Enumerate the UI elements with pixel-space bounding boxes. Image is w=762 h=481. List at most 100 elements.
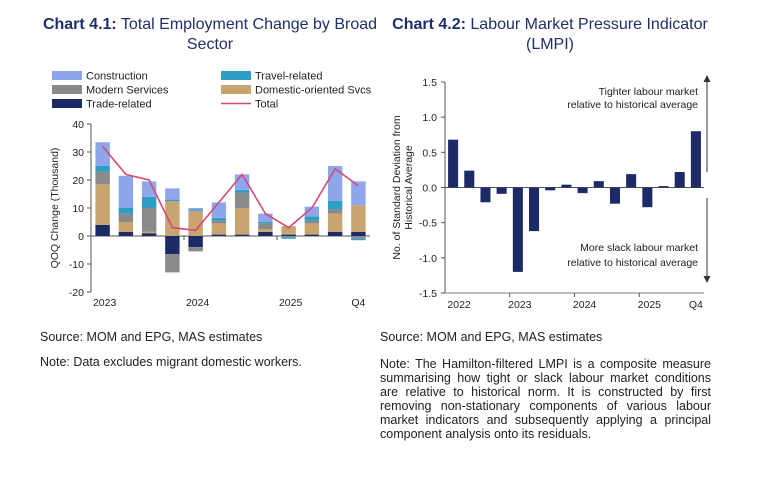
tighter-arrow-head [703, 75, 711, 82]
bar-segment-construction [304, 206, 320, 217]
bar-segment-travel [258, 222, 273, 224]
y-tick-label: 0.5 [422, 147, 437, 159]
y-tick-label: 10 [72, 203, 84, 215]
total-line [102, 145, 359, 232]
annotation-slack-line1: More slack labour market [580, 242, 698, 254]
bar-segment-modern [327, 209, 343, 214]
y-tick-label: 20 [72, 175, 84, 187]
y-tick-label: -10 [69, 259, 84, 271]
chart1-note: Note: Data excludes migrant domestic wor… [40, 355, 302, 369]
x-tick-label: 2023 [93, 297, 117, 309]
y-tick-label: 0 [78, 231, 84, 243]
bar-segment-travel [304, 216, 320, 221]
chart1-title: Chart 4.1: Total Employment Change by Br… [40, 15, 380, 55]
y-tick-label: 0.0 [422, 183, 437, 195]
lmpi-bar [690, 131, 701, 188]
bar-segment-travel [165, 199, 180, 201]
bar-segment-modern [234, 192, 250, 208]
lmpi-bar [642, 187, 653, 208]
bar-segment-domestic [118, 222, 134, 232]
y-tick-label: 1.0 [422, 112, 437, 124]
lmpi-bar [658, 186, 669, 188]
lmpi-bar [496, 187, 507, 194]
y-tick-label: 1.5 [422, 77, 437, 89]
bar-segment-modern [211, 220, 227, 224]
bar-segment-travel [141, 196, 157, 208]
bar-segment-travel [281, 237, 296, 239]
x-tick-label: 2025 [279, 297, 303, 309]
legend-label-construction: Construction [86, 71, 148, 83]
bar-segment-travel [327, 201, 343, 210]
y-tick-label: 40 [72, 119, 84, 131]
bar-segment-domestic [351, 205, 366, 232]
legend-label-domestic: Domestic-oriented Svcs [255, 85, 372, 97]
annotation-slack-line2: relative to historical average [567, 257, 698, 269]
bar-segment-domestic [141, 231, 157, 234]
bar-segment-construction [188, 208, 203, 210]
legend-label-trade: Trade-related [86, 99, 152, 111]
legend-swatch-trade [52, 99, 82, 108]
bar-segment-trade [258, 231, 273, 236]
annotation-tighter-line2: relative to historical average [567, 99, 698, 111]
x-tick-label: Q4 [351, 297, 365, 309]
bar-segment-modern [304, 220, 320, 224]
lmpi-bar [609, 187, 620, 204]
chart2-svg: -1.5 -1.0 -0.5 0.0 0.5 1.0 1.5 No. of Standard … [391, 75, 711, 311]
bar-segment-construction [258, 213, 273, 222]
bar-segment-domestic [327, 213, 343, 232]
bar-segment-modern [165, 254, 180, 273]
x-tick-label: 2022 [447, 299, 471, 311]
slack-arrow-head [703, 276, 711, 283]
x-tick-label: 2024 [573, 299, 597, 311]
bar-segment-construction [95, 142, 110, 166]
bar-segment-travel [351, 238, 366, 241]
y-axis-label: No. of Standard Deviation fromHistorical… [391, 115, 415, 259]
bar-segment-trade [118, 231, 134, 236]
x-tick-label: 2023 [508, 299, 532, 311]
legend-swatch-domestic [221, 85, 251, 94]
bar-segment-domestic [234, 208, 250, 235]
bar-segment-trade [211, 234, 227, 236]
legend-label-travel: Travel-related [255, 71, 322, 83]
bar-segment-domestic [258, 229, 273, 232]
legend-swatch-construction [52, 71, 82, 80]
bar-segment-trade [327, 231, 343, 236]
lmpi-bar [464, 170, 475, 188]
bar-segment-trade [234, 234, 250, 236]
y-tick-label: -1.0 [419, 253, 437, 265]
bar-segment-modern [258, 223, 273, 229]
chart2-title-label: Chart 4.2: [392, 16, 466, 33]
lmpi-bar [593, 181, 604, 188]
chart2-title-text: Labour Market Pressure Indicator (LMPI) [465, 16, 708, 53]
bar-segment-modern [141, 208, 157, 232]
bar-segment-construction [351, 181, 366, 206]
lmpi-bar [545, 187, 556, 191]
chart1-source: Source: MOM and EPG, MAS estimates [40, 330, 263, 344]
bar-segment-travel [211, 217, 227, 221]
bar-segment-trade [141, 233, 157, 236]
lmpi-bar [674, 172, 685, 188]
legend-label-modern: Modern Services [86, 85, 169, 97]
y-tick-label: -20 [69, 287, 84, 299]
chart2-note: Note: The Hamilton-filtered LMPI is a co… [380, 357, 711, 441]
lmpi-bar [448, 139, 459, 188]
bar-segment-domestic [281, 226, 296, 235]
y-tick-label: -0.5 [419, 218, 437, 230]
chart1-title-label: Chart 4.1: [42, 16, 117, 33]
lmpi-bar [577, 187, 588, 194]
lmpi-bar [626, 174, 637, 188]
bar-segment-trade [304, 234, 320, 236]
bar-segment-modern [281, 236, 296, 238]
x-tick-label: Q4 [689, 299, 703, 311]
chart1-svg: Construction Travel-related Modern Service… [49, 71, 372, 310]
bar-segment-trade [165, 236, 180, 255]
chart1-title-text: Total Employment Change by Broad Sector [116, 16, 378, 53]
y-axis-label: QOQ Change (Thousand) [49, 148, 61, 269]
lmpi-bar [480, 187, 491, 203]
lmpi-bar [512, 187, 523, 272]
bar-segment-trade [281, 234, 296, 236]
bar-segment-domestic [211, 223, 227, 235]
bar-segment-construction [165, 188, 180, 200]
bar-segment-modern [351, 236, 366, 239]
bar-segment-travel [118, 208, 134, 214]
